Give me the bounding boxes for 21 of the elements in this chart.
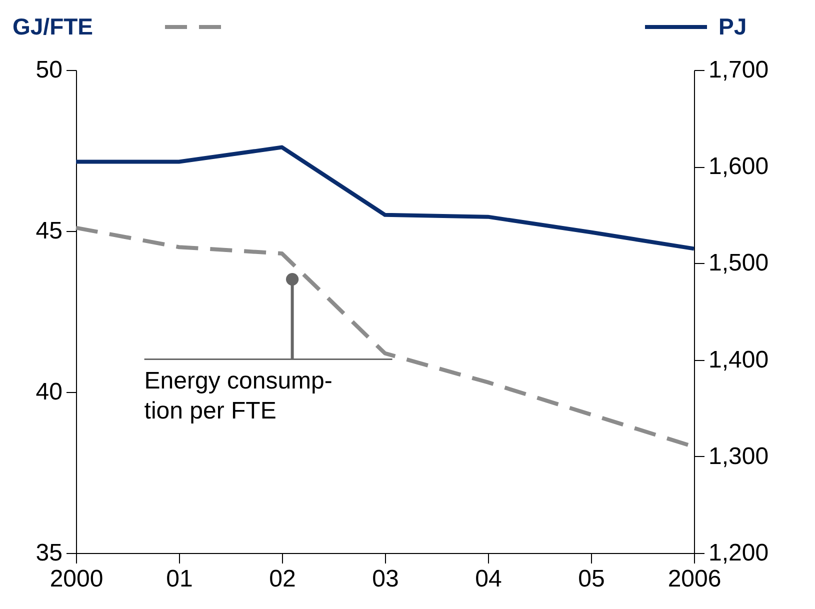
y2-tick-label: 1,700 bbox=[708, 56, 769, 84]
x-tick-label: 02 bbox=[269, 566, 296, 592]
y2-tick-label: 1,500 bbox=[708, 250, 769, 277]
y-tick-label: 40 bbox=[36, 378, 62, 406]
annotation: Energy consump- tion per FTE bbox=[144, 367, 332, 424]
x-tick-label: 2000 bbox=[50, 566, 104, 592]
y2-tick-label: 1,400 bbox=[708, 346, 769, 374]
line-series bbox=[74, 145, 696, 251]
x-tick-label: 05 bbox=[578, 566, 605, 592]
x-tick-label: 2006 bbox=[668, 566, 722, 592]
x-tick-label: 01 bbox=[166, 566, 193, 592]
y-tick-label: 45 bbox=[36, 218, 62, 244]
y2-tick-label: 1,600 bbox=[708, 153, 769, 180]
x-tick-label: 03 bbox=[372, 566, 399, 592]
x-tick-label: 04 bbox=[475, 566, 502, 592]
y-axis-title: GJ/FTE bbox=[12, 14, 94, 40]
y-tick-label: 50 bbox=[36, 56, 62, 84]
y2-tick-label: 1,200 bbox=[708, 540, 769, 566]
y2-axis-title: PJ bbox=[718, 14, 747, 40]
y-tick-label: 35 bbox=[36, 540, 62, 566]
y2-tick-label: 1,300 bbox=[708, 442, 769, 470]
